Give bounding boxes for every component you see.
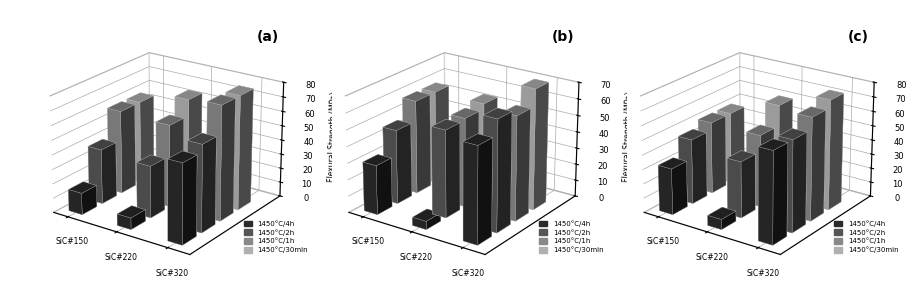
Legend: 1450°C/4h, 1450°C/2h, 1450°C/1h, 1450°C/30min: 1450°C/4h, 1450°C/2h, 1450°C/1h, 1450°C/…	[241, 218, 311, 255]
Legend: 1450°C/4h, 1450°C/2h, 1450°C/1h, 1450°C/30min: 1450°C/4h, 1450°C/2h, 1450°C/1h, 1450°C/…	[537, 218, 606, 255]
Text: (b): (b)	[551, 30, 574, 44]
Text: (a): (a)	[256, 30, 279, 44]
Text: (c): (c)	[847, 30, 868, 44]
Legend: 1450°C/4h, 1450°C/2h, 1450°C/1h, 1450°C/30min: 1450°C/4h, 1450°C/2h, 1450°C/1h, 1450°C/…	[832, 218, 901, 255]
